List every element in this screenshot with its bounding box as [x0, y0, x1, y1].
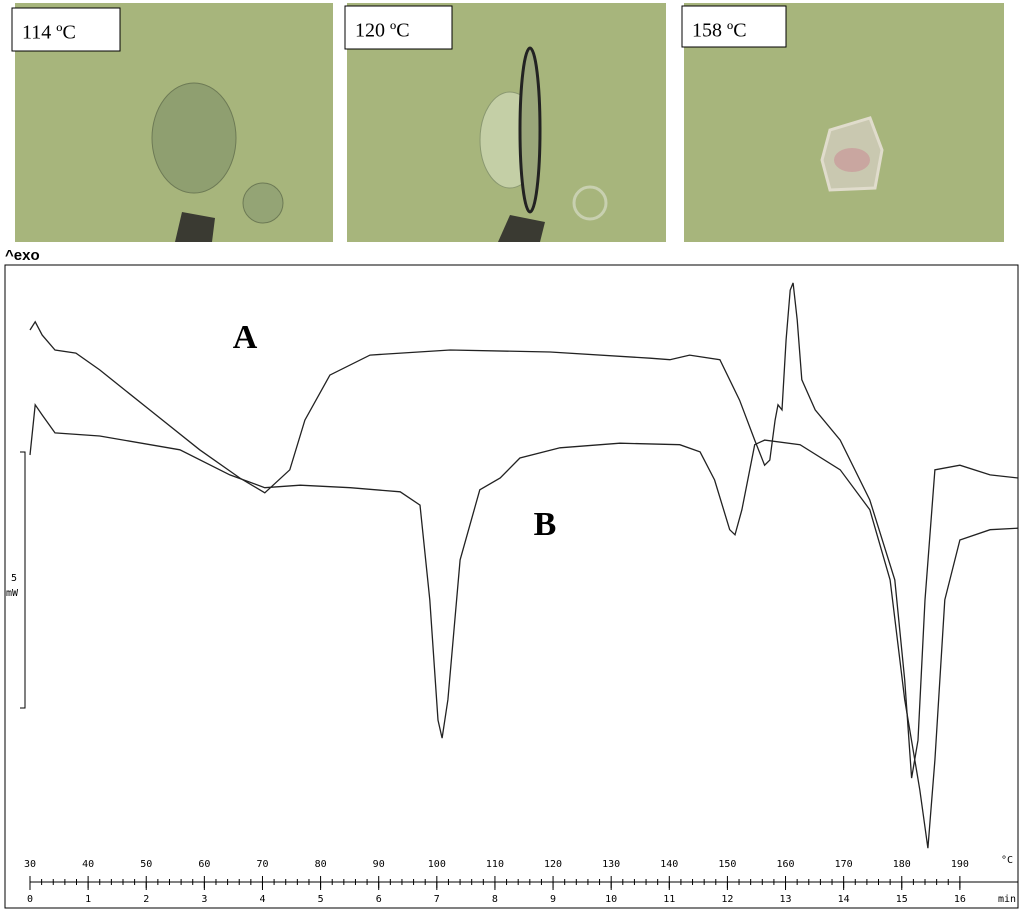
- x2-tick-label: 16: [954, 894, 966, 905]
- melt: [834, 148, 870, 172]
- x2-tick-label: 11: [663, 894, 675, 905]
- temperature-label: 120 ºC: [355, 20, 410, 42]
- x2-tick-label: 1: [85, 894, 91, 905]
- x-tick-label: 70: [256, 859, 268, 870]
- x-tick-label: 170: [835, 859, 853, 870]
- x2-tick-label: 7: [434, 894, 440, 905]
- x2-tick-label: 6: [376, 894, 382, 905]
- x2-tick-label: 10: [605, 894, 617, 905]
- dsc-curve: [29, 402, 1019, 849]
- label-box: [344, 5, 453, 50]
- curve-label: B: [534, 506, 557, 543]
- x-tick-label: 140: [660, 859, 678, 870]
- exo-label: ^exo: [5, 247, 40, 264]
- x2-axis-unit: min: [998, 894, 1016, 905]
- x-tick-label: 50: [140, 859, 152, 870]
- probe: [498, 215, 545, 242]
- crystal: [518, 46, 542, 214]
- x-tick-label: 110: [486, 859, 504, 870]
- x-tick-label: 60: [198, 859, 210, 870]
- x2-tick-label: 2: [143, 894, 149, 905]
- x2-tick-label: 15: [896, 894, 908, 905]
- label-box: [11, 7, 121, 52]
- x-tick-label: 80: [315, 859, 327, 870]
- x2-tick-label: 0: [27, 894, 33, 905]
- curve-label: A: [233, 319, 258, 356]
- x-tick-label: 150: [718, 859, 736, 870]
- temperature-label: 114 ºC: [22, 22, 76, 44]
- x2-tick-label: 14: [838, 894, 850, 905]
- x-tick-label: 120: [544, 859, 562, 870]
- x-tick-label: 100: [428, 859, 446, 870]
- x2-tick-label: 12: [721, 894, 733, 905]
- droplet: [242, 182, 284, 224]
- x2-tick-label: 4: [259, 894, 265, 905]
- x-tick-label: 180: [893, 859, 911, 870]
- dsc-curve: [29, 282, 1019, 779]
- x2-tick-label: 9: [550, 894, 556, 905]
- scale-bar-unit: mW: [6, 588, 19, 599]
- x-tick-label: 30: [24, 859, 36, 870]
- micrograph-panels: 114 ºC 120 ºC 158 ºC: [11, 3, 1004, 242]
- scale-bar-value: 5: [11, 573, 17, 584]
- temperature-label: 158 ºC: [692, 20, 747, 42]
- x2-tick-label: 5: [318, 894, 324, 905]
- x-tick-label: 130: [602, 859, 620, 870]
- droplet: [151, 82, 237, 194]
- x-tick-label: 40: [82, 859, 94, 870]
- x2-tick-label: 13: [780, 894, 792, 905]
- x-axis-unit: °C: [1001, 855, 1013, 866]
- x2-tick-label: 8: [492, 894, 498, 905]
- droplet: [572, 185, 608, 221]
- scale-bar: [20, 451, 26, 709]
- x-tick-label: 190: [951, 859, 969, 870]
- plot-frame: [4, 264, 1019, 909]
- label-box: [681, 5, 787, 48]
- x-tick-label: 160: [776, 859, 794, 870]
- probe: [175, 212, 215, 242]
- x2-tick-label: 3: [201, 894, 207, 905]
- x-tick-label: 90: [373, 859, 385, 870]
